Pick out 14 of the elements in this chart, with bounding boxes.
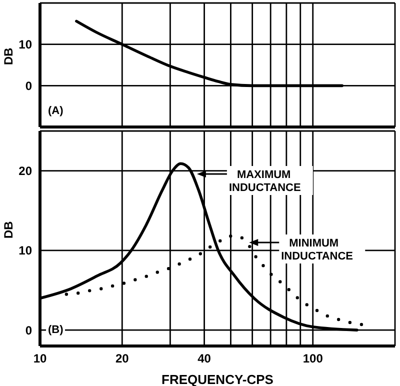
y-tick-label: 0 [25,323,32,338]
y-tick-label: 0 [25,78,32,93]
y-axis-title: DB [1,47,16,65]
x-tick-label: 20 [115,352,130,366]
annotation: (B) [46,324,66,336]
y-tick-label: 10 [18,244,32,258]
y-tick-label: 20 [18,164,32,178]
annotation: (A) [46,105,66,117]
x-tick-label: 100 [302,352,324,366]
y-tick-label: 10 [18,38,32,52]
x-tick-label: 40 [198,352,212,366]
annotation: MAXIMUM INDUCTANCE [228,169,301,194]
y-axis-title: DB [1,220,16,238]
annotation: MINIMUM INDUCTANCE [281,237,354,262]
